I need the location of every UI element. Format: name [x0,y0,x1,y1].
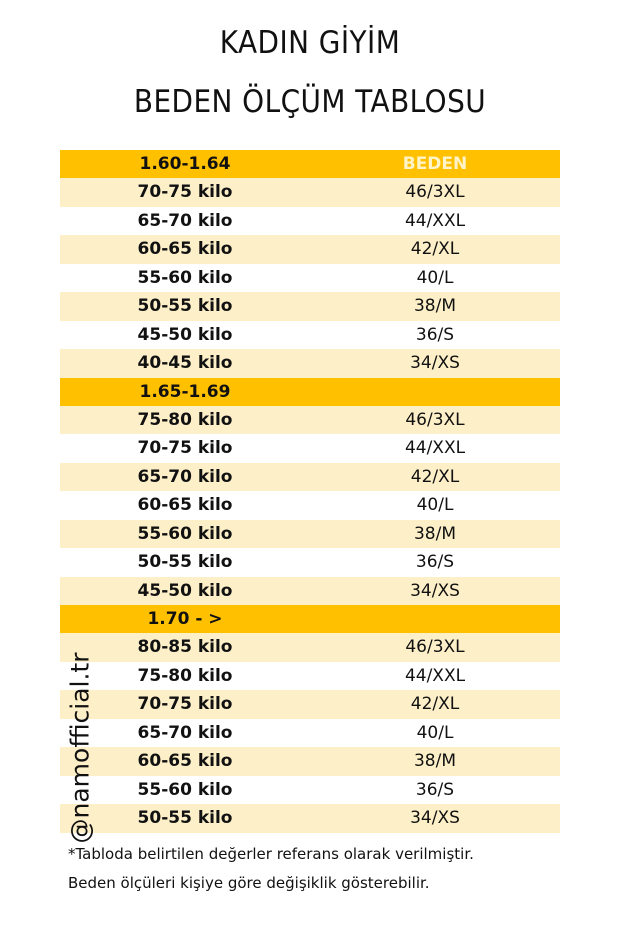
table-row: 50-55 kilo 34/XS [60,804,560,833]
table-row: 50-55 kilo 36/S [60,548,560,577]
table-row: 75-80 kilo 44/XXL [60,661,560,691]
weight-cell: 65-70 kilo [137,722,233,743]
weight-cell: 50-55 kilo [137,296,233,317]
weight-cell: 45-50 kilo [137,580,233,601]
size-cell: 42/XL [410,694,460,715]
size-cell: 34/XS [410,353,460,374]
size-cell: 46/3XL [405,182,465,203]
table-row: 45-50 kilo 34/XS [60,576,560,605]
size-cell: 44/XXL [404,210,466,231]
size-chart-table: 1.60-1.64 BEDEN 70-75 kilo 46/3XL 65-70 kilo… [60,150,560,833]
table-row: 60-65 kilo 38/M [60,747,560,776]
size-cell: 34/XS [410,808,460,829]
height-group-header: 1.70 - > [60,605,560,634]
table-row: 65-70 kilo 44/XXL [60,206,560,236]
size-cell: 44/XXL [404,665,466,686]
table-row: 50-55 kilo 38/M [60,292,560,321]
page-subtitle: BEDEN ÖLÇÜM TABLOSU [133,84,487,120]
weight-cell: 50-55 kilo [137,552,233,573]
table-row: 80-85 kilo 46/3XL [60,633,560,662]
weight-cell: 70-75 kilo [137,694,233,715]
footnote-line-1: *Tabloda belirtilen değerler referans ol… [68,845,474,863]
table-row: 55-60 kilo 38/M [60,519,560,549]
size-cell: 38/M [413,296,457,317]
height-range: 1.65-1.69 [139,381,231,402]
weight-cell: 45-50 kilo [137,324,233,345]
height-range: 1.60-1.64 [139,154,231,174]
page-title: KADIN GİYİM [219,25,401,61]
footnote-line-2: Beden ölçüleri kişiye göre değişiklik gö… [68,874,430,892]
weight-cell: 50-55 kilo [137,808,233,829]
table-row: 55-60 kilo 40/L [60,263,560,293]
size-cell: 40/L [416,722,454,743]
weight-cell: 40-45 kilo [137,353,233,374]
weight-cell: 75-80 kilo [137,409,233,430]
weight-cell: 55-60 kilo [137,779,233,800]
weight-cell: 75-80 kilo [137,665,233,686]
size-cell: 44/XXL [404,438,466,459]
weight-cell: 80-85 kilo [137,637,233,658]
weight-cell: 70-75 kilo [137,438,233,459]
size-cell: 40/L [416,267,454,288]
weight-cell: 70-75 kilo [137,182,233,203]
watermark: @namofficial.tr [65,652,95,844]
size-cell: 46/3XL [405,637,465,658]
table-row: 40-45 kilo 34/XS [60,349,560,378]
size-cell: 42/XL [410,466,460,487]
size-cell: 42/XL [410,239,460,260]
weight-cell: 60-65 kilo [137,751,233,772]
height-group-header: 1.65-1.69 [60,377,560,406]
size-cell: 38/M [413,751,457,772]
table-row: 70-75 kilo 42/XL [60,690,560,719]
size-cell: 40/L [416,495,454,516]
size-cell: 46/3XL [405,409,465,430]
weight-cell: 55-60 kilo [137,523,233,544]
size-cell: 38/M [413,523,457,544]
weight-cell: 55-60 kilo [137,267,233,288]
size-cell: 34/XS [410,580,460,601]
size-cell: 36/S [415,779,455,800]
weight-cell: 60-65 kilo [137,495,233,516]
table-row: 65-70 kilo 42/XL [60,462,560,492]
table-row: 60-65 kilo 40/L [60,491,560,520]
height-range: 1.70 - > [147,609,223,629]
weight-cell: 65-70 kilo [137,210,233,231]
table-row: 70-75 kilo 44/XXL [60,434,560,463]
table-row: 60-65 kilo 42/XL [60,235,560,264]
size-cell: 36/S [415,324,455,345]
size-column-header: BEDEN [402,154,468,174]
weight-cell: 60-65 kilo [137,239,233,260]
height-group-header: 1.60-1.64 BEDEN [60,150,560,179]
table-row: 65-70 kilo 40/L [60,718,560,748]
weight-cell: 65-70 kilo [137,466,233,487]
table-row: 55-60 kilo 36/S [60,775,560,805]
size-column-header [310,378,560,406]
table-row: 70-75 kilo 46/3XL [60,178,560,207]
table-row: 45-50 kilo 36/S [60,320,560,350]
table-row: 75-80 kilo 46/3XL [60,405,560,435]
size-column-header [310,605,560,633]
size-cell: 36/S [415,552,455,573]
